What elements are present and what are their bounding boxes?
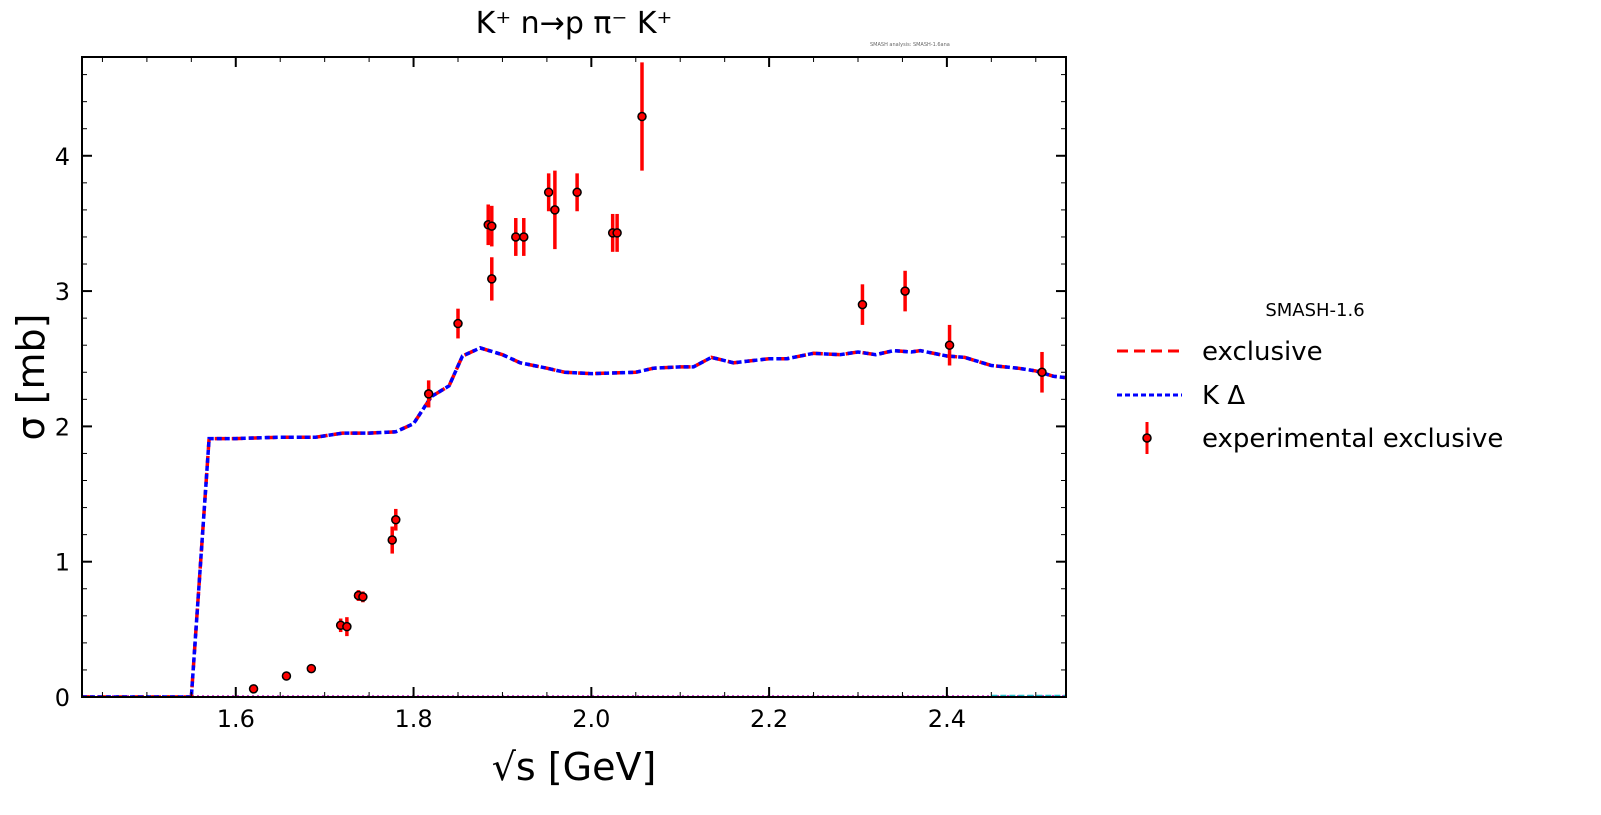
y-tick-label: 0	[55, 684, 70, 712]
x-tick-label: 2.4	[928, 705, 966, 733]
y-tick-label: 3	[55, 278, 70, 306]
legend-kdelta-label: K Δ	[1202, 381, 1245, 411]
data-point	[572, 187, 582, 198]
data-point	[453, 318, 463, 329]
x-tick-label: 1.8	[394, 705, 432, 733]
data-point	[306, 663, 317, 674]
data-point	[487, 221, 497, 231]
y-axis-label: σ [mb]	[9, 314, 53, 441]
x-axis-label: √s [GeV]	[492, 745, 657, 789]
legend-experimental-marker	[1142, 433, 1152, 443]
watermark: SMASH analysis: SMASH-1.6ana	[870, 42, 950, 48]
data-point	[511, 232, 521, 242]
data-point	[387, 535, 397, 545]
data-point	[519, 232, 529, 242]
x-tick-label: 1.6	[217, 705, 255, 733]
data-point	[342, 621, 352, 632]
y-tick-label: 1	[55, 549, 70, 577]
data-point	[487, 274, 497, 284]
data-point	[857, 299, 868, 310]
series-line-exclusive	[82, 346, 1066, 697]
legend-exclusive-label: exclusive	[1202, 337, 1323, 367]
data-point	[1037, 367, 1047, 378]
data-point	[543, 187, 554, 198]
data-point	[637, 111, 647, 122]
x-tick-label: 2.0	[572, 705, 610, 733]
data-point	[900, 286, 910, 296]
plot-frame	[81, 56, 1067, 698]
legend: SMASH-1.6 exclusive K Δ experimental exc…	[1117, 300, 1503, 454]
legend-experimental-label: experimental exclusive	[1202, 424, 1503, 454]
data-point	[358, 592, 368, 602]
x-tick-label: 2.2	[750, 705, 788, 733]
legend-title: SMASH-1.6	[1265, 300, 1364, 321]
chart-title: K⁺ n→p π⁻ K⁺	[476, 6, 673, 41]
y-tick-label: 4	[55, 143, 70, 171]
y-tick-label: 2	[55, 413, 70, 441]
data-point	[612, 228, 622, 238]
data-point	[391, 514, 401, 525]
data-point	[550, 205, 560, 215]
data-point	[248, 684, 259, 694]
data-point	[423, 389, 434, 399]
series-line-kdelta	[82, 346, 1066, 697]
plot-area: 1.6 1.8 2.0 2.2 2.4 0 1 2 3 4	[55, 56, 1067, 733]
data-point	[944, 340, 955, 350]
data-point	[281, 671, 292, 681]
